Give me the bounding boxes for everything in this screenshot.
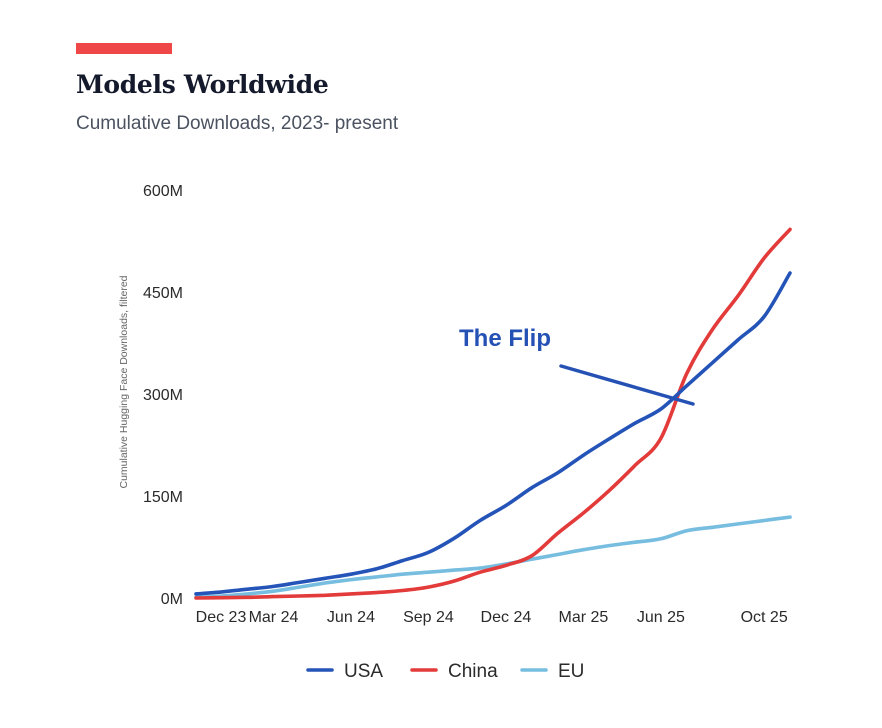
y-tick-label: 0M	[161, 591, 183, 608]
legend-item-usa: USA	[306, 661, 383, 682]
series-line-china	[194, 227, 792, 600]
legend-label: EU	[558, 661, 584, 682]
y-axis-ticks: 0M 150M 300M 450M 600M	[143, 183, 183, 608]
annotation-pointer	[559, 364, 695, 406]
x-tick-label: Mar 25	[558, 609, 608, 626]
legend-label: USA	[344, 661, 383, 682]
y-axis-title-group: Cumulative Hugging Face Downloads, filte…	[118, 275, 130, 488]
annotation-layer: The Flip	[459, 325, 695, 406]
y-tick-label: 600M	[143, 183, 183, 200]
series-layer	[194, 227, 792, 600]
x-axis-ticks: Dec 23 Mar 24 Jun 24 Sep 24 Dec 24 Mar 25 Jun …	[196, 609, 788, 626]
x-tick-label: Dec 23	[196, 609, 247, 626]
annotation-label: The Flip	[459, 325, 551, 352]
y-tick-label: 150M	[143, 489, 183, 506]
legend-label: China	[448, 661, 498, 682]
x-tick-label: Oct 25	[741, 609, 788, 626]
y-tick-label: 450M	[143, 285, 183, 302]
y-tick-label: 300M	[143, 387, 183, 404]
legend: USA China EU	[306, 661, 584, 682]
x-tick-label: Jun 24	[327, 609, 375, 626]
x-tick-label: Mar 24	[249, 609, 299, 626]
accent-bar	[76, 43, 172, 54]
legend-item-eu: EU	[520, 661, 584, 682]
chart-title: Models Worldwide	[76, 70, 329, 99]
series-line-eu	[194, 515, 792, 600]
y-axis-title: Cumulative Hugging Face Downloads, filte…	[118, 275, 130, 488]
series-line-usa	[194, 271, 792, 596]
chart-subtitle: Cumulative Downloads, 2023- present	[76, 113, 399, 134]
x-tick-label: Sep 24	[403, 609, 454, 626]
x-tick-label: Dec 24	[481, 609, 532, 626]
x-tick-label: Jun 25	[637, 609, 685, 626]
legend-item-china: China	[410, 661, 498, 682]
